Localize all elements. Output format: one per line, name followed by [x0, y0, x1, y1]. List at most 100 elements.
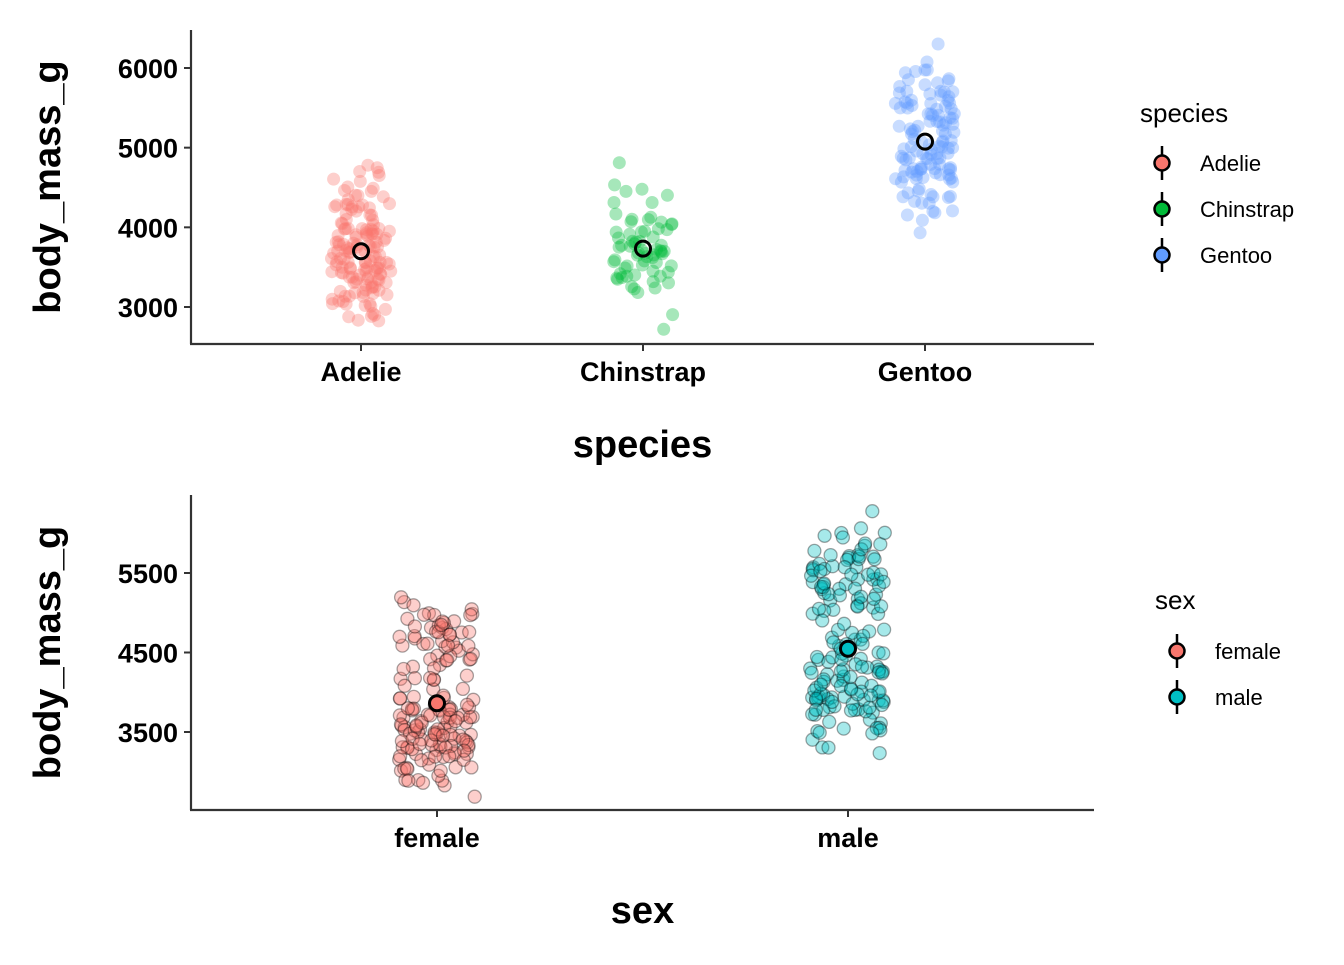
data-point-male: [868, 587, 884, 602]
data-point-adelie: [371, 261, 384, 275]
data-point-male: [865, 705, 880, 720]
data-point-female: [445, 635, 461, 650]
data-point-adelie: [366, 250, 380, 263]
data-point-gentoo: [924, 97, 938, 110]
data-point-adelie: [339, 297, 353, 311]
data-point-gentoo: [920, 63, 934, 77]
data-point-gentoo: [910, 164, 924, 178]
data-point-female: [459, 668, 475, 683]
data-point-gentoo: [928, 162, 942, 176]
data-point-female: [397, 678, 412, 693]
data-point-male: [854, 659, 870, 674]
data-point-female: [467, 789, 482, 804]
data-point-gentoo: [946, 141, 960, 155]
data-point-adelie: [349, 188, 362, 202]
data-point-female: [401, 773, 416, 788]
data-point-male: [876, 574, 891, 590]
data-point-adelie: [349, 204, 363, 218]
data-point-adelie: [327, 172, 341, 186]
data-point-male: [823, 547, 838, 563]
data-point-chinstrap: [609, 225, 623, 239]
data-point-chinstrap: [607, 196, 621, 209]
data-point-chinstrap: [661, 265, 675, 279]
data-point-adelie: [325, 252, 338, 265]
data-point-adelie: [330, 255, 344, 269]
data-point-gentoo: [905, 99, 919, 112]
data-point-gentoo: [944, 102, 958, 116]
data-point-male: [876, 646, 891, 661]
data-point-chinstrap: [613, 267, 627, 281]
data-point-adelie: [366, 227, 380, 241]
data-point-gentoo: [930, 115, 944, 128]
data-point-gentoo: [896, 190, 910, 204]
data-point-gentoo: [939, 116, 953, 130]
data-point-adelie: [331, 244, 345, 258]
data-point-adelie: [364, 309, 378, 323]
data-point-male: [877, 525, 892, 540]
data-point-male: [874, 697, 890, 713]
data-point-adelie: [370, 227, 384, 241]
data-point-female: [437, 778, 452, 793]
data-point-male: [876, 694, 891, 710]
data-point-adelie: [380, 288, 394, 302]
y-tick-label: 4000: [118, 213, 178, 243]
data-point-gentoo: [947, 125, 961, 139]
data-point-chinstrap: [653, 269, 667, 283]
data-point-gentoo: [935, 135, 949, 149]
data-point-adelie: [335, 217, 349, 231]
data-point-adelie: [356, 289, 370, 303]
data-point-male: [853, 632, 868, 647]
data-point-male: [842, 548, 857, 564]
data-point-adelie: [339, 197, 353, 211]
data-point-female: [427, 725, 442, 740]
data-point-chinstrap: [664, 259, 678, 273]
data-point-male: [862, 712, 878, 727]
data-point-adelie: [358, 299, 372, 312]
data-point-gentoo: [938, 127, 952, 141]
data-point-adelie: [361, 229, 375, 243]
data-point-male: [836, 616, 852, 631]
data-point-adelie: [343, 261, 357, 275]
data-point-gentoo: [935, 140, 949, 154]
x-tick-label: Adelie: [320, 357, 401, 387]
data-point-chinstrap: [650, 243, 663, 256]
data-point-male: [832, 588, 848, 603]
legend-key-marker: [1153, 246, 1171, 264]
data-point-male: [866, 591, 881, 606]
data-point-female: [393, 590, 409, 605]
data-point-gentoo: [911, 184, 925, 198]
data-point-female: [415, 775, 431, 790]
data-point-gentoo: [905, 127, 918, 141]
data-point-female: [428, 727, 443, 743]
data-point-male: [844, 625, 860, 641]
data-point-adelie: [370, 161, 384, 175]
data-point-male: [875, 664, 891, 679]
data-point-male: [874, 664, 889, 679]
data-point-female: [442, 749, 457, 764]
data-point-gentoo: [946, 111, 960, 125]
data-point-female: [404, 741, 420, 757]
data-point-gentoo: [944, 161, 957, 175]
data-point-female: [424, 733, 439, 748]
data-point-female: [461, 700, 477, 715]
data-point-adelie: [339, 244, 353, 258]
data-point-male: [871, 662, 887, 677]
data-point-male: [854, 684, 869, 699]
x-axis-title: sex: [611, 890, 674, 932]
data-point-chinstrap: [635, 258, 649, 272]
data-point-male: [876, 693, 891, 708]
data-point-male: [857, 538, 872, 553]
data-point-adelie: [341, 255, 355, 269]
data-point-male: [838, 577, 853, 592]
data-point-adelie: [351, 189, 365, 202]
data-point-female: [456, 743, 472, 758]
data-point-female: [424, 737, 439, 753]
series-male: [803, 504, 892, 761]
data-point-chinstrap: [648, 281, 662, 295]
data-point-chinstrap: [619, 184, 633, 198]
data-point-female: [432, 737, 447, 752]
data-point-chinstrap: [641, 213, 655, 227]
data-point-male: [836, 669, 851, 684]
data-point-gentoo: [903, 122, 917, 136]
